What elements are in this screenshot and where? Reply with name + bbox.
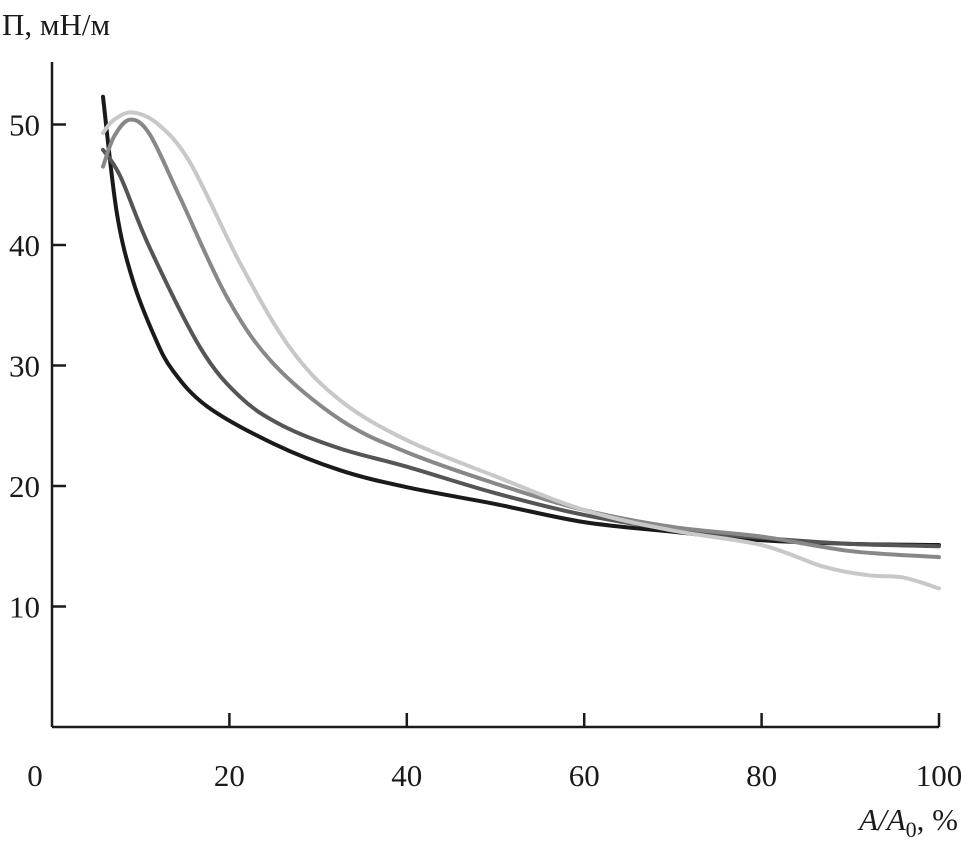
series-group — [101, 94, 941, 591]
x-axis-title: A/A0, % — [857, 802, 958, 842]
x-tick-label: 60 — [569, 758, 600, 793]
y-tick-label: 50 — [9, 108, 40, 143]
y-tick-label: 20 — [9, 469, 40, 504]
y-axis-title: П, мН/м — [2, 7, 110, 42]
series-line-3 — [101, 117, 941, 560]
y-tick-label: 10 — [9, 590, 40, 625]
series-line-4 — [101, 110, 941, 591]
tick-labels: 10 20 30 40 50 0 20 40 60 80 100 — [9, 108, 962, 794]
axes — [50, 62, 941, 729]
series-line-1 — [101, 94, 941, 548]
y-tick-label: 40 — [9, 228, 40, 263]
x-tick-label: 100 — [916, 758, 963, 793]
x-tick-label: 20 — [214, 758, 245, 793]
x-tick-label: 40 — [391, 758, 422, 793]
x-tick-label: 0 — [27, 758, 43, 793]
y-tick-label: 30 — [9, 349, 40, 384]
x-tick-label: 80 — [746, 758, 777, 793]
